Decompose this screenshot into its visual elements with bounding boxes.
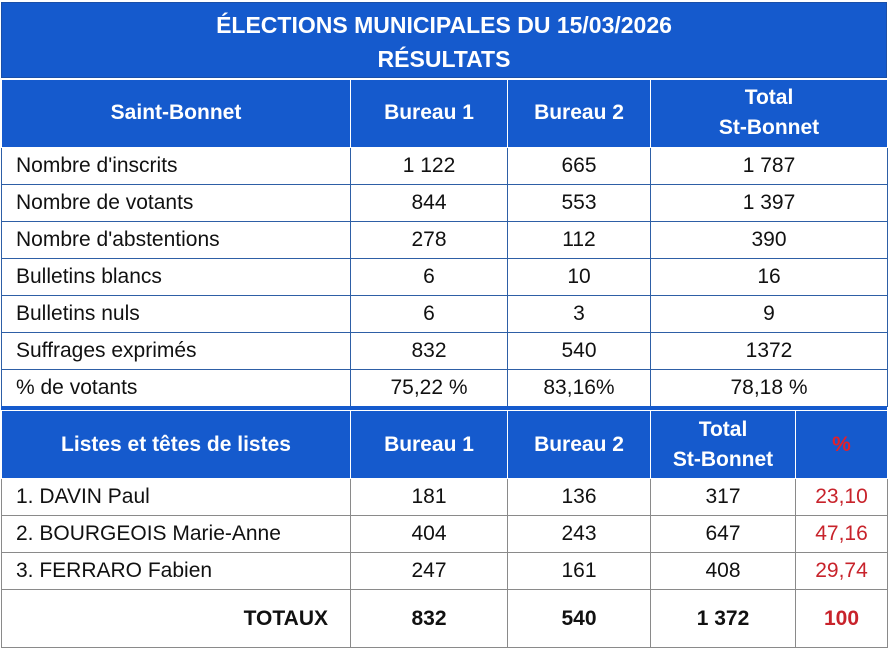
total-bureau-2: 540 [507, 589, 651, 648]
header-bureau-2: Bureau 2 [507, 80, 651, 148]
cell-total: 408 [650, 552, 796, 590]
section-divider [1, 406, 887, 410]
cell-bureau-1: 6 [350, 257, 508, 296]
cell-bureau-2: 161 [507, 552, 651, 590]
cell-bureau-1: 278 [350, 220, 508, 259]
table-row: 2. BOURGEOIS Marie-Anne 404 243 647 47,1… [1, 515, 888, 553]
table-row: 1. DAVIN Paul 181 136 317 23,10 [1, 478, 888, 516]
list-name: 3. FERRARO Fabien [1, 552, 351, 590]
header-bureau-2: Bureau 2 [507, 410, 651, 479]
header-lists: Listes et têtes de listes [1, 410, 351, 479]
participation-header-row: Saint-Bonnet Bureau 1 Bureau 2 Total St-… [1, 80, 888, 148]
cell-bureau-1: 6 [350, 294, 508, 333]
cell-bureau-2: 665 [507, 146, 651, 185]
cell-percent: 29,74 [795, 552, 888, 590]
results-header-row: Listes et têtes de listes Bureau 1 Burea… [1, 410, 888, 479]
row-label: % de votants [1, 368, 351, 407]
cell-percent: 23,10 [795, 478, 888, 516]
title-line-1: ÉLECTIONS MUNICIPALES DU 15/03/2026 [216, 12, 672, 38]
cell-percent: 47,16 [795, 515, 888, 553]
cell-bureau-1: 75,22 % [350, 368, 508, 407]
cell-bureau-2: 540 [507, 331, 651, 370]
cell-bureau-2: 83,16% [507, 368, 651, 407]
header-total-line-1: Total [698, 417, 748, 441]
cell-total: 1372 [650, 331, 888, 370]
cell-total: 317 [650, 478, 796, 516]
row-label: Bulletins blancs [1, 257, 351, 296]
cell-bureau-1: 404 [350, 515, 508, 553]
cell-bureau-1: 181 [350, 478, 508, 516]
total-bureau-1: 832 [350, 589, 508, 648]
total-percent: 100 [795, 589, 888, 648]
cell-bureau-1: 1 122 [350, 146, 508, 185]
table-row: Nombre d'abstentions 278 112 390 [1, 220, 888, 259]
row-label: Nombre de votants [1, 183, 351, 222]
header-total: Total St-Bonnet [650, 410, 796, 479]
title-line-2: RÉSULTATS [377, 46, 511, 72]
header-percent: % [795, 410, 888, 479]
table-row: 3. FERRARO Fabien 247 161 408 29,74 [1, 552, 888, 590]
row-label: Suffrages exprimés [1, 331, 351, 370]
cell-bureau-1: 844 [350, 183, 508, 222]
header-total-line-2: St-Bonnet [718, 116, 820, 140]
cell-bureau-2: 10 [507, 257, 651, 296]
cell-bureau-2: 243 [507, 515, 651, 553]
cell-total: 1 397 [650, 183, 888, 222]
list-name: 2. BOURGEOIS Marie-Anne [1, 515, 351, 553]
cell-bureau-2: 3 [507, 294, 651, 333]
cell-total: 9 [650, 294, 888, 333]
row-label: Nombre d'inscrits [1, 146, 351, 185]
cell-bureau-1: 247 [350, 552, 508, 590]
cell-total: 78,18 % [650, 368, 888, 407]
cell-total: 1 787 [650, 146, 888, 185]
cell-total: 647 [650, 515, 796, 553]
header-total: Total St-Bonnet [650, 80, 888, 148]
header-bureau-1: Bureau 1 [350, 80, 508, 148]
total-st-bonnet: 1 372 [650, 589, 796, 648]
table-row: Suffrages exprimés 832 540 1372 [1, 331, 888, 370]
title-banner: ÉLECTIONS MUNICIPALES DU 15/03/2026 RÉSU… [1, 2, 887, 78]
results-table: Listes et têtes de listes Bureau 1 Burea… [1, 410, 888, 648]
header-total-line-1: Total [744, 86, 794, 110]
list-name: 1. DAVIN Paul [1, 478, 351, 516]
cell-bureau-2: 553 [507, 183, 651, 222]
row-label: Bulletins nuls [1, 294, 351, 333]
cell-total: 390 [650, 220, 888, 259]
header-total-line-2: St-Bonnet [672, 447, 774, 471]
row-label: Nombre d'abstentions [1, 220, 351, 259]
table-row: Bulletins nuls 6 3 9 [1, 294, 888, 333]
table-row: % de votants 75,22 % 83,16% 78,18 % [1, 368, 888, 407]
cell-bureau-2: 136 [507, 478, 651, 516]
cell-bureau-2: 112 [507, 220, 651, 259]
table-row: Bulletins blancs 6 10 16 [1, 257, 888, 296]
participation-table: Saint-Bonnet Bureau 1 Bureau 2 Total St-… [1, 80, 888, 407]
table-row: Nombre de votants 844 553 1 397 [1, 183, 888, 222]
header-bureau-1: Bureau 1 [350, 410, 508, 479]
totals-label: TOTAUX [1, 589, 351, 648]
cell-total: 16 [650, 257, 888, 296]
header-commune: Saint-Bonnet [1, 80, 351, 148]
table-row: Nombre d'inscrits 1 122 665 1 787 [1, 146, 888, 185]
cell-bureau-1: 832 [350, 331, 508, 370]
totals-row: TOTAUX 832 540 1 372 100 [1, 589, 888, 648]
